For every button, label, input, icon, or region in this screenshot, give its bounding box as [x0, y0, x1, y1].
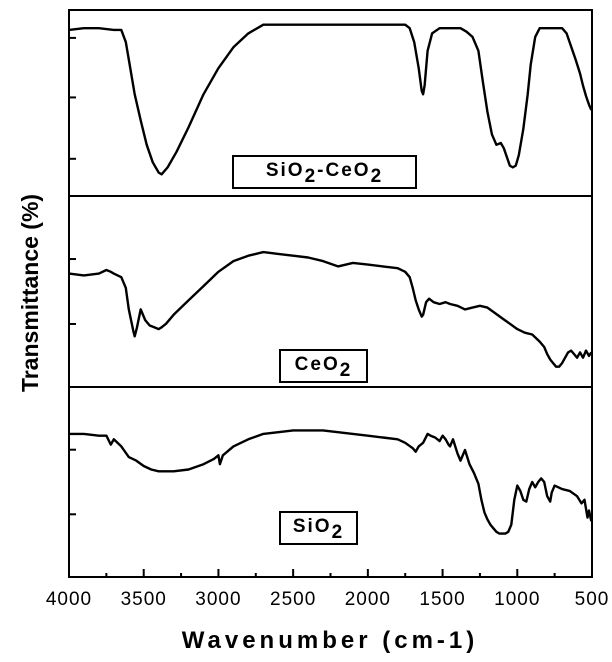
x-tick-label: 3500	[121, 589, 167, 610]
series-ceo2: CeO2	[68, 250, 593, 383]
x-tick-label: 2000	[345, 589, 391, 610]
series-label-box	[279, 349, 368, 383]
series-label-box	[279, 511, 358, 545]
x-tick-label: 1000	[494, 589, 540, 610]
series-sio2: SiO2	[69, 429, 593, 545]
x-tick-label: 500	[575, 589, 610, 610]
plot-frame	[68, 9, 593, 578]
x-tick-label: 2500	[270, 589, 316, 610]
series-label-box	[232, 155, 417, 189]
spectra-panels: SiO2-CeO2 CeO2 SiO2	[68, 23, 593, 545]
series-sio2-ceo2: SiO2-CeO2	[68, 23, 593, 189]
series-line	[68, 250, 593, 368]
series-line	[69, 429, 593, 535]
series-label: CeO2	[295, 354, 353, 381]
x-axis: 4000 3500 3000 2500 2000 1500 1000 500	[46, 569, 610, 610]
y-axis-title: Transmittance (%)	[17, 194, 43, 392]
x-axis-title: Wavenumber (cm-1)	[182, 627, 479, 654]
series-label: SiO2-CeO2	[266, 160, 383, 187]
x-tick-label: 4000	[46, 589, 92, 610]
series-label: SiO2	[293, 516, 344, 543]
x-tick-label: 3000	[195, 589, 241, 610]
x-tick-label: 1500	[419, 589, 465, 610]
series-line	[68, 23, 593, 176]
